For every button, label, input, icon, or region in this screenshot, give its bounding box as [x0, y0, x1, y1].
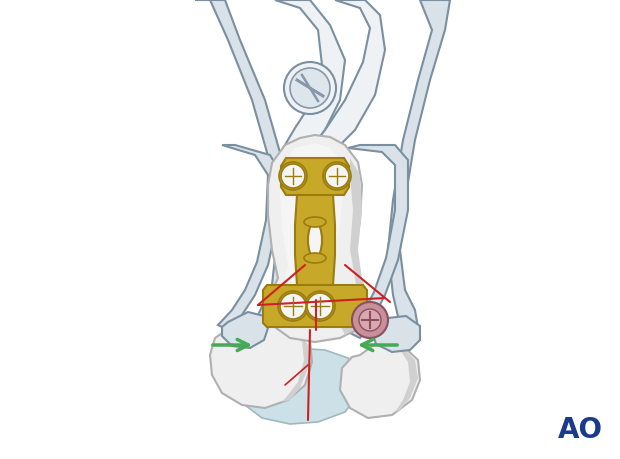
Ellipse shape — [325, 164, 349, 188]
Ellipse shape — [278, 291, 308, 321]
Polygon shape — [268, 135, 370, 342]
Polygon shape — [372, 316, 420, 352]
Ellipse shape — [308, 222, 322, 258]
Circle shape — [352, 302, 388, 338]
Polygon shape — [395, 345, 418, 412]
Ellipse shape — [280, 293, 306, 319]
Circle shape — [290, 68, 330, 108]
Polygon shape — [240, 348, 360, 424]
Circle shape — [284, 62, 336, 114]
Ellipse shape — [323, 162, 351, 190]
Text: AO: AO — [557, 416, 603, 444]
Polygon shape — [263, 285, 367, 327]
Polygon shape — [280, 143, 343, 328]
Ellipse shape — [304, 253, 326, 263]
Polygon shape — [222, 312, 268, 348]
Polygon shape — [348, 145, 408, 338]
Ellipse shape — [305, 291, 335, 321]
Circle shape — [359, 309, 381, 331]
Ellipse shape — [281, 164, 305, 188]
Ellipse shape — [279, 162, 307, 190]
Polygon shape — [310, 0, 385, 155]
Ellipse shape — [307, 293, 333, 319]
Polygon shape — [210, 318, 312, 408]
Polygon shape — [195, 0, 290, 340]
Polygon shape — [281, 158, 349, 195]
Polygon shape — [295, 195, 335, 285]
Polygon shape — [340, 158, 368, 335]
Polygon shape — [340, 342, 420, 418]
Ellipse shape — [304, 217, 326, 227]
Polygon shape — [218, 145, 282, 330]
Polygon shape — [275, 0, 345, 155]
Polygon shape — [282, 320, 308, 402]
Polygon shape — [388, 0, 450, 345]
